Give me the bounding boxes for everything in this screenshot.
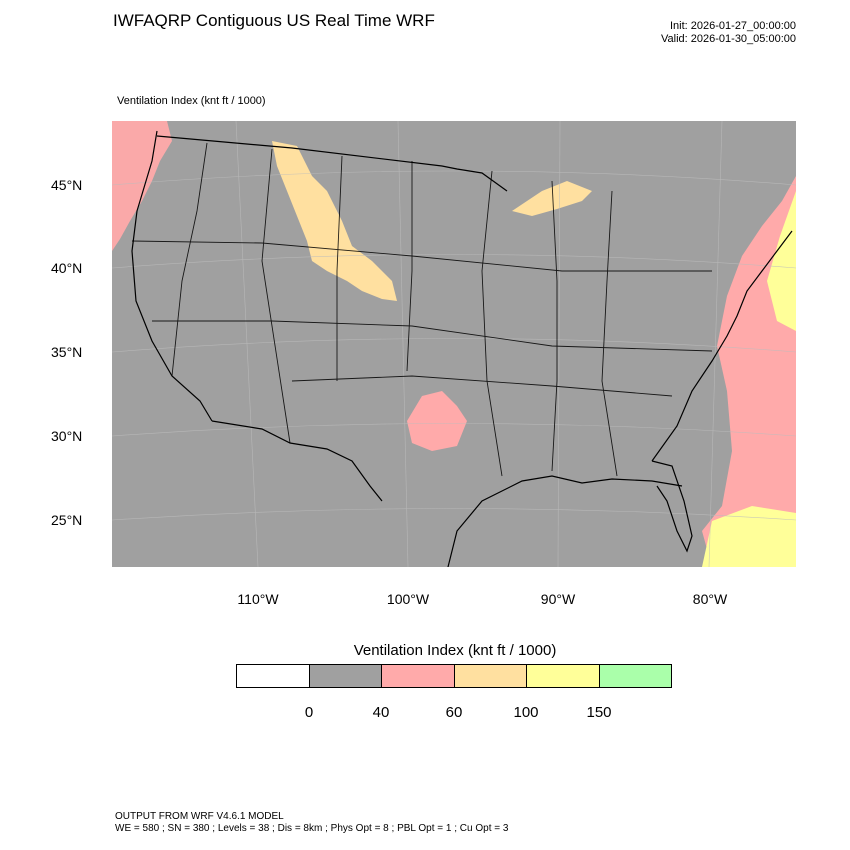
field-label: Ventilation Index (knt ft / 1000) bbox=[117, 95, 266, 107]
colorbar-segment-1 bbox=[237, 665, 310, 687]
map-svg bbox=[111, 120, 797, 572]
lon-label-100w: 100°W bbox=[386, 591, 430, 607]
colorbar-title: Ventilation Index (knt ft / 1000) bbox=[353, 642, 557, 659]
footer-model-version: OUTPUT FROM WRF V4.6.1 MODEL bbox=[115, 811, 284, 822]
plot-title: IWFAQRP Contiguous US Real Time WRF bbox=[113, 11, 435, 30]
shade-southern-plains bbox=[407, 391, 467, 451]
lat-line-30 bbox=[111, 423, 797, 437]
colorbar-tick-150: 150 bbox=[586, 704, 612, 721]
state-lines bbox=[131, 142, 713, 477]
lat-label-30n: 30°N bbox=[51, 428, 83, 444]
lon-line-80 bbox=[708, 120, 723, 568]
colorbar-tick-40: 40 bbox=[372, 704, 390, 721]
colorbar-segment-4 bbox=[454, 665, 527, 687]
lat-line-35 bbox=[111, 338, 797, 353]
colorbar-segment-6 bbox=[599, 665, 671, 687]
colorbar-segment-5 bbox=[527, 665, 600, 687]
shade-northern-rockies bbox=[272, 141, 397, 301]
boundaries bbox=[131, 130, 793, 572]
us-mexico-border bbox=[211, 420, 383, 502]
state-line-4 bbox=[406, 161, 413, 372]
graticule bbox=[111, 120, 797, 568]
lat-label-35n: 35°N bbox=[51, 344, 83, 360]
init-time: Init: 2026-01-27_00:00:00 bbox=[670, 20, 796, 32]
state-line-9 bbox=[152, 320, 713, 352]
lon-label-90w: 90°W bbox=[540, 591, 576, 607]
state-line-8 bbox=[131, 240, 712, 272]
lon-label-110w: 110°W bbox=[237, 591, 279, 607]
state-line-5 bbox=[481, 170, 503, 477]
map-background bbox=[112, 121, 796, 567]
east-coast bbox=[651, 230, 793, 462]
shade-great-lakes bbox=[512, 181, 592, 216]
lat-label-45n: 45°N bbox=[51, 177, 83, 193]
us-canada-border bbox=[156, 135, 508, 192]
lon-label-80w: 80°W bbox=[692, 591, 728, 607]
lat-line-40 bbox=[111, 254, 797, 269]
lon-line-110 bbox=[235, 120, 259, 568]
valid-time: Valid: 2026-01-30_05:00:00 bbox=[661, 33, 796, 45]
colorbar bbox=[236, 664, 672, 688]
colorbar-tick-60: 60 bbox=[445, 704, 463, 721]
state-line-2 bbox=[261, 148, 291, 444]
state-line-6 bbox=[551, 180, 558, 472]
lon-line-90 bbox=[557, 120, 561, 568]
state-line-1 bbox=[171, 142, 208, 377]
lat-label-40n: 40°N bbox=[51, 260, 83, 276]
state-line-10 bbox=[291, 375, 673, 397]
lat-label-25n: 25°N bbox=[51, 512, 83, 528]
state-line-7 bbox=[601, 190, 618, 477]
footer-model-config: WE = 580 ; SN = 380 ; Levels = 38 ; Dis … bbox=[115, 823, 509, 834]
lat-line-25 bbox=[111, 508, 797, 521]
shade-pacific-northwest-coast bbox=[112, 121, 172, 251]
gulf-coast bbox=[446, 475, 683, 572]
lon-line-100 bbox=[397, 120, 409, 568]
colorbar-tick-100: 100 bbox=[513, 704, 539, 721]
map-panel bbox=[111, 120, 797, 572]
west-coast bbox=[131, 130, 213, 422]
florida bbox=[651, 460, 693, 553]
lat-line-45 bbox=[111, 170, 797, 186]
shade-bahamas bbox=[702, 506, 796, 567]
state-line-3 bbox=[336, 155, 343, 381]
shade-atlantic-northeast bbox=[767, 191, 796, 331]
colorbar-segment-3 bbox=[382, 665, 455, 687]
colorbar-segment-2 bbox=[309, 665, 382, 687]
shading-layer bbox=[112, 121, 796, 567]
colorbar-tick-0: 0 bbox=[304, 704, 314, 721]
